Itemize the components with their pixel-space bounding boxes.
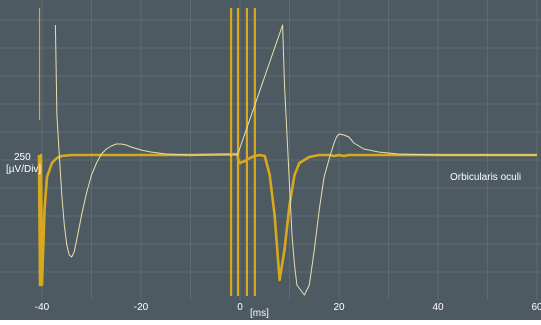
trace-label: Orbicularis oculi (450, 172, 521, 183)
x-tick-label: 20 (333, 302, 345, 313)
traces (37, 8, 537, 296)
x-tick-label: -40 (35, 302, 50, 313)
trace-secondary (54, 24, 537, 296)
x-axis-label: [ms] (250, 308, 269, 319)
y-scale-unit: [µV/Div] (6, 164, 41, 175)
x-tick-label: 60 (531, 302, 541, 313)
grid (0, 0, 541, 300)
y-scale-value: 250 (14, 152, 31, 163)
x-tick-label: 40 (432, 302, 444, 313)
x-tick-labels: -40 -20 0 20 40 60 (35, 302, 541, 313)
x-tick-label: -20 (134, 302, 149, 313)
x-tick-label: 0 (237, 302, 243, 313)
